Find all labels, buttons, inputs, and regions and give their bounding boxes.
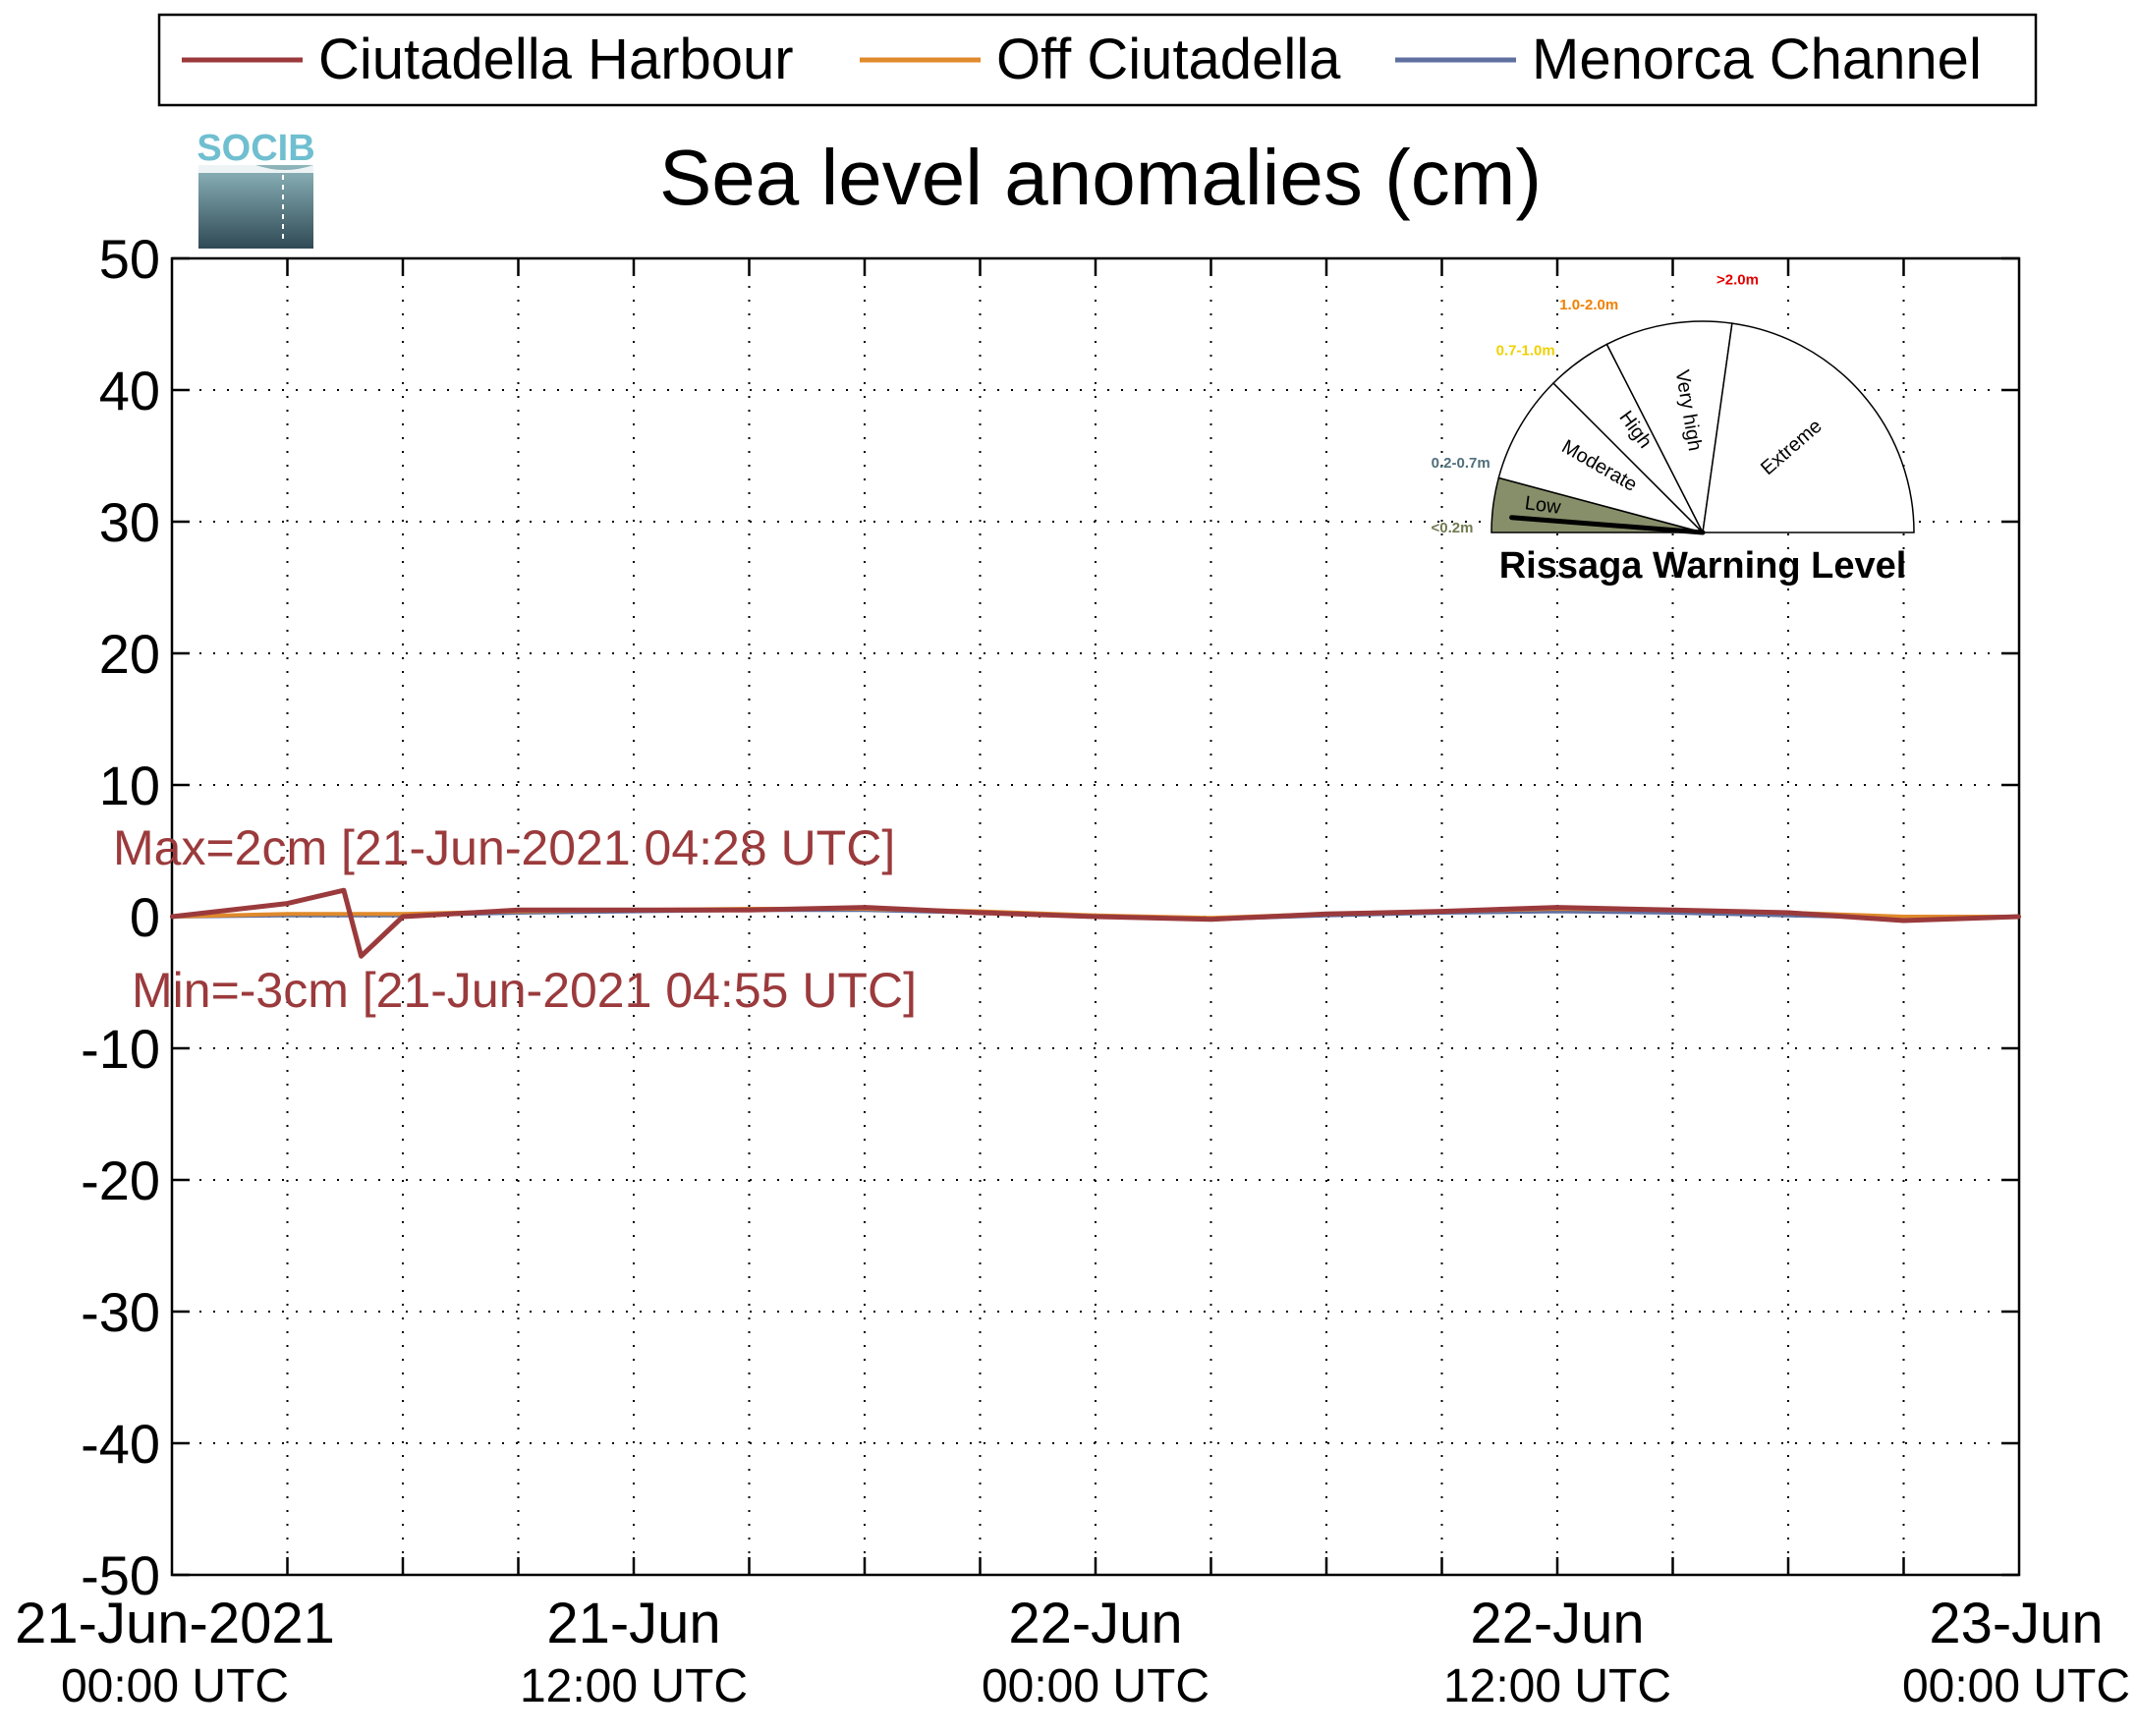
x-tick-label-time: 12:00 UTC: [520, 1660, 748, 1712]
y-tick-label: 10: [99, 755, 160, 816]
data-point: [1901, 919, 1906, 924]
annotation-min: Min=-3cm [21-Jun-2021 04:55 UTC]: [132, 963, 917, 1018]
y-tick-label: 50: [99, 228, 160, 290]
gauge-range-label: 0.2-0.7m: [1432, 455, 1490, 472]
series-group: [170, 887, 2021, 959]
data-point: [1324, 912, 1328, 917]
y-tick-label: -20: [81, 1149, 160, 1211]
rissaga-gauge: Low<0.2mModerate0.2-0.7mHigh0.7-1.0mVery…: [1432, 271, 1915, 536]
legend-label-menorca-channel: Menorca Channel: [1532, 28, 1982, 91]
data-point: [1439, 909, 1444, 914]
x-tick-label-time: 00:00 UTC: [982, 1660, 1209, 1712]
data-point: [863, 905, 867, 910]
y-axis: 50 40 30 20 10 0 -10 -20 -30 -40 -50: [81, 228, 2019, 1606]
socib-logo: SOCIB: [197, 128, 315, 249]
x-tick-label-time: 00:00 UTC: [1902, 1660, 2130, 1712]
data-point: [978, 910, 983, 915]
data-point: [1786, 910, 1790, 915]
x-tick-label-date: 23-Jun: [1929, 1592, 2103, 1655]
data-point: [1209, 917, 1213, 922]
x-tick-label-time: 12:00 UTC: [1443, 1660, 1671, 1712]
y-tick-label: -10: [81, 1018, 160, 1080]
data-point: [285, 912, 290, 917]
y-tick-label: 40: [99, 360, 160, 421]
data-point: [1555, 905, 1559, 910]
data-point: [1094, 915, 1097, 919]
y-tick-label: 20: [99, 623, 160, 685]
y-tick-label: -30: [81, 1281, 160, 1343]
annotation-max: Max=2cm [21-Jun-2021 04:28 UTC]: [113, 820, 895, 875]
logo-text: SOCIB: [197, 128, 314, 169]
gauge-range-label: <0.2m: [1432, 520, 1474, 536]
y-tick-label: -40: [81, 1413, 160, 1475]
x-tick-label-time: 00:00 UTC: [61, 1660, 289, 1712]
data-point: [516, 908, 521, 913]
gauge-title: Rissaga Warning Level: [1499, 545, 1907, 587]
data-point: [401, 915, 405, 919]
data-point: [2017, 915, 2021, 919]
data-point: [285, 901, 290, 906]
y-tick-label: 30: [99, 491, 160, 553]
legend: Ciutadella Harbour Off Ciutadella Menorc…: [157, 13, 2038, 107]
data-point: [747, 908, 752, 913]
gauge-needle: [1509, 515, 1706, 535]
legend-label-off-ciutadella: Off Ciutadella: [996, 28, 1341, 91]
gauge-sector-very-high: [1605, 320, 1733, 535]
legend-label-ciutadella-harbour: Ciutadella Harbour: [318, 28, 794, 91]
data-point: [341, 888, 346, 893]
data-point: [1901, 915, 1906, 919]
x-tick-label-date: 22-Jun: [1008, 1592, 1182, 1655]
x-tick-label-date: 22-Jun: [1470, 1592, 1644, 1655]
chart-title: Sea level anomalies (cm): [659, 134, 1542, 221]
gauge-sector-label: Low: [1524, 492, 1563, 519]
gauge-sector-moderate: [1497, 381, 1706, 534]
gauge-sector-extreme: [1702, 322, 1915, 533]
y-tick-label: 0: [130, 886, 160, 948]
data-point: [170, 915, 174, 919]
data-point: [1670, 908, 1675, 913]
data-point: [359, 954, 364, 959]
gauge-range-label: 1.0-2.0m: [1559, 297, 1618, 313]
data-point: [632, 908, 636, 913]
gauge-range-label: >2.0m: [1716, 271, 1759, 288]
y-tick-label: -50: [81, 1544, 160, 1606]
gauge-range-label: 0.7-1.0m: [1496, 343, 1555, 360]
x-tick-label-date: 21-Jun: [546, 1592, 720, 1655]
x-tick-label-date: 21-Jun-2021: [15, 1592, 335, 1655]
